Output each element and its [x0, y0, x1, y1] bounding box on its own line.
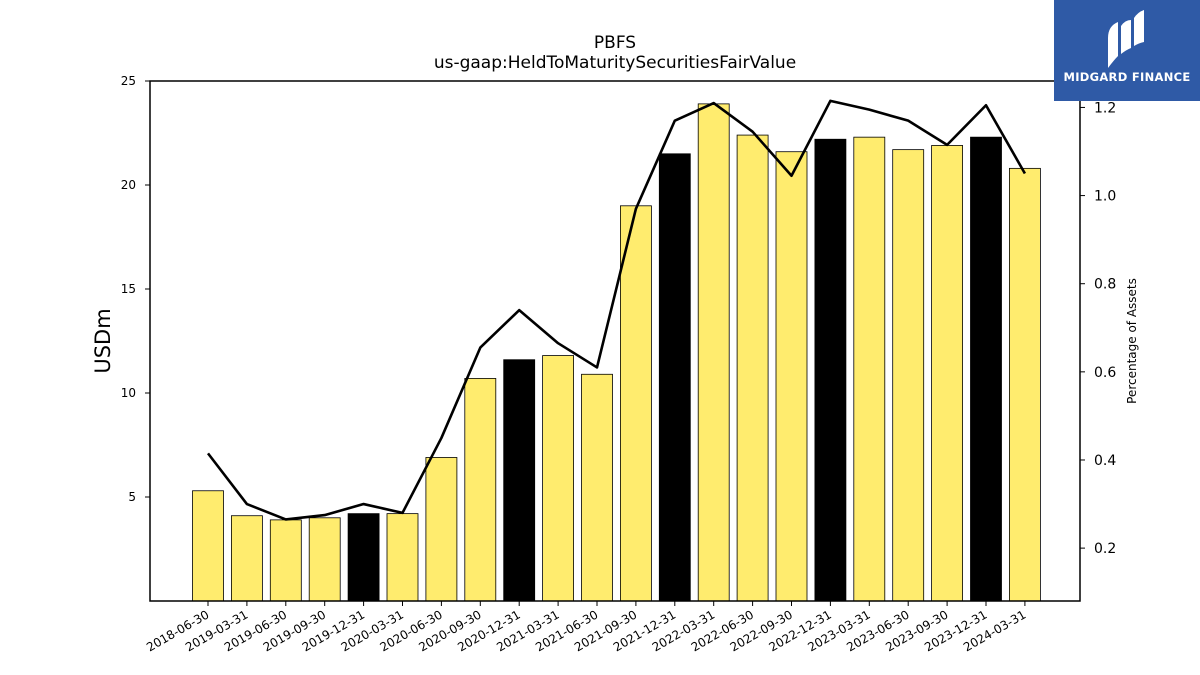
bar-2019-06-30	[269, 519, 302, 602]
bar-2020-12-31	[503, 359, 536, 602]
y-tick-label: 20	[121, 178, 136, 192]
y-tick-label: 10	[121, 386, 136, 400]
bar-2020-09-30	[464, 378, 497, 602]
x-axis: 2018-06-302019-03-312019-06-302019-09-30…	[144, 601, 1028, 654]
bar-2019-09-30	[308, 517, 341, 602]
midgard-logo-icon	[1108, 10, 1144, 68]
bar-2022-12-31	[814, 138, 847, 602]
y-right-tick-label: 0.8	[1094, 277, 1116, 293]
y-tick-label: 25	[121, 74, 136, 88]
bar-2020-03-31	[386, 513, 419, 602]
y-axis-right-label: Percentage of Assets	[1125, 278, 1139, 404]
bar-2023-03-31	[853, 136, 886, 602]
bar-2022-06-30	[736, 134, 769, 602]
y-axis-right: 0.2 0.4 0.6 0.8 1.0 1.2	[1080, 100, 1116, 557]
y-right-tick-label: 1.0	[1094, 189, 1116, 205]
y-right-tick-label: 1.2	[1094, 100, 1116, 116]
logo-text: MIDGARD FINANCE	[1063, 70, 1191, 84]
chart-title: PBFS	[594, 33, 636, 53]
y-axis-left: 5 10 15 20 25	[121, 74, 150, 504]
y-tick-label: 15	[121, 282, 136, 296]
bar-2024-03-31	[1009, 167, 1041, 602]
bar-2019-12-31	[347, 513, 380, 602]
percentage-line	[206, 99, 1027, 521]
chart-subtitle: us-gaap:HeldToMaturitySecuritiesFairValu…	[434, 53, 796, 73]
line-group	[206, 99, 1027, 521]
y-axis-label: USDm	[91, 308, 115, 373]
bars-group	[192, 103, 1041, 602]
plot-frame	[149, 80, 1081, 602]
bar-2023-06-30	[892, 149, 925, 602]
y-right-tick-label: 0.6	[1094, 365, 1116, 381]
bar-2020-06-30	[425, 457, 458, 602]
bar-2021-03-31	[542, 355, 574, 602]
bar-2019-03-31	[230, 515, 263, 602]
bar-2023-12-31	[970, 136, 1002, 602]
bar-2023-09-30	[931, 145, 963, 602]
bar-2021-12-31	[658, 153, 691, 602]
y-right-tick-label: 0.2	[1094, 541, 1116, 557]
bar-2021-09-30	[620, 205, 652, 602]
bar-2021-06-30	[581, 373, 613, 602]
bar-2022-03-31	[697, 103, 730, 602]
midgard-logo: MIDGARD FINANCE	[1054, 0, 1200, 101]
bar-2018-06-30	[192, 490, 224, 602]
y-right-tick-label: 0.4	[1094, 453, 1116, 469]
y-tick-label: 5	[128, 490, 136, 504]
bar-2022-09-30	[775, 151, 808, 602]
